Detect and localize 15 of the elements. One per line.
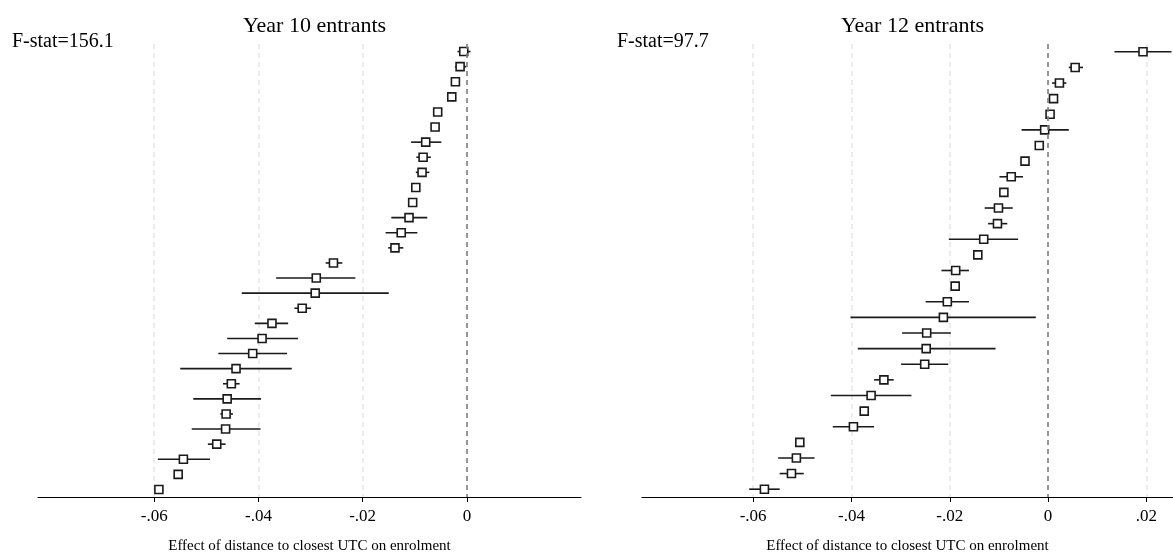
- x-tick-label: 0: [462, 506, 472, 525]
- annotation: F-stat=156.1: [12, 29, 114, 51]
- annotation: F-stat=97.7: [617, 29, 709, 51]
- x-tick-label: -.04: [837, 506, 866, 525]
- chart-title: Year 12 entrants: [840, 11, 985, 37]
- x-axis-title: Effect of distance to closest UTC on enrolment: [168, 536, 452, 553]
- x-tick-label: -.02: [936, 506, 964, 525]
- x-tick-label: 0: [1043, 506, 1053, 525]
- chart-title: Year 10 entrants: [242, 11, 387, 37]
- x-axis-title: Effect of distance to closest UTC on enrolment: [766, 536, 1050, 553]
- x-tick-label: -.04: [244, 506, 273, 525]
- x-tick-label: -.06: [140, 506, 168, 525]
- x-tick-label: -.06: [739, 506, 767, 525]
- x-tick-label: -.02: [349, 506, 377, 525]
- x-tick-label: .02: [1135, 506, 1158, 525]
